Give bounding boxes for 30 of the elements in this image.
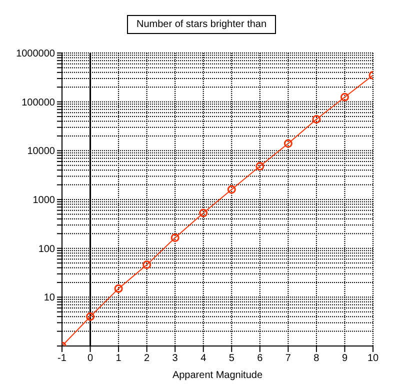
x-tick-label: 7 <box>285 353 292 364</box>
y-tick-label: 100000 <box>22 97 56 108</box>
point <box>340 92 349 102</box>
point <box>170 233 180 242</box>
point <box>312 114 321 124</box>
x-tick-label: 3 <box>172 353 178 364</box>
x-tick-label: 9 <box>342 353 348 364</box>
point <box>227 185 236 194</box>
point <box>199 208 208 218</box>
x-tick-label: 4 <box>200 353 207 364</box>
point <box>86 312 95 321</box>
x-tick-label: 6 <box>257 353 264 364</box>
x-tick-label: 1 <box>116 353 122 364</box>
y-tick-label: 100 <box>38 244 56 255</box>
point <box>142 260 152 270</box>
point <box>114 284 123 293</box>
x-tick-label: 10 <box>367 353 379 364</box>
point <box>256 162 264 170</box>
x-tick-label: 2 <box>144 353 150 364</box>
y-tick-label: 1000 <box>32 195 56 206</box>
x-tick-label: 5 <box>228 353 235 364</box>
y-tick-label: 10 <box>44 292 56 304</box>
x-tick-label: 0 <box>87 353 94 364</box>
chart-title: Number of stars brighter than <box>127 15 276 34</box>
y-tick-label: 1000000 <box>16 48 56 60</box>
x-axis-title: Apparent Magnitude <box>172 370 263 381</box>
point <box>284 139 292 148</box>
y-tick-label: 10000 <box>27 146 56 158</box>
x-tick-label: 8 <box>314 353 320 364</box>
x-tick-label: -1 <box>58 353 67 364</box>
